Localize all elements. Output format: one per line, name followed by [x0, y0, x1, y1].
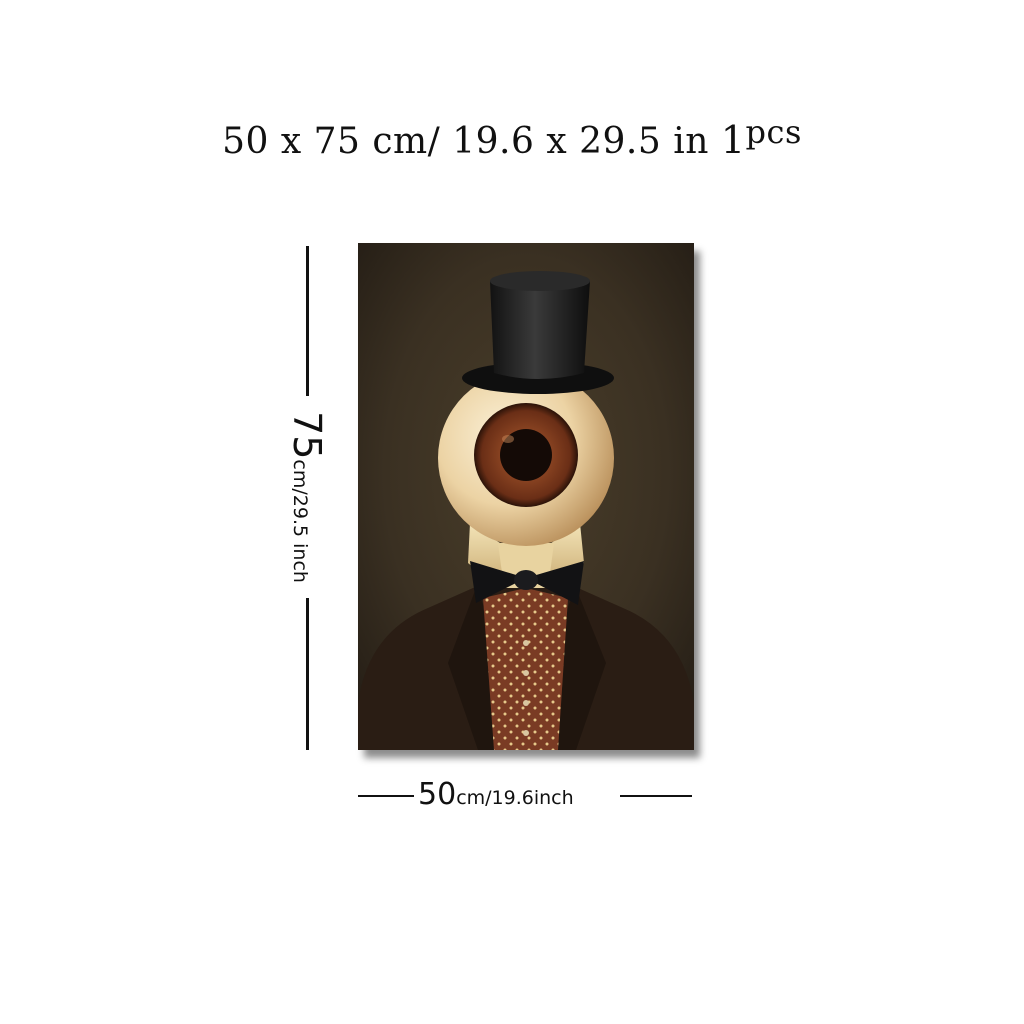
bow-tie-right — [526, 561, 584, 605]
dotted-vest — [483, 588, 568, 750]
eye-highlight — [502, 435, 514, 443]
hat-top — [490, 271, 590, 291]
canvas-print — [358, 243, 694, 750]
width-label: 50cm/19.6inch — [418, 780, 574, 810]
height-label: 75cm/29.5 inch — [285, 411, 329, 583]
eyeball-gentleman-painting — [358, 243, 694, 750]
width-line-left — [358, 795, 414, 797]
vest-button — [523, 700, 529, 706]
quantity-unit: pcs — [745, 113, 802, 151]
hat-crown — [490, 273, 590, 379]
quantity-number: 1 — [720, 118, 746, 162]
bow-tie-knot — [514, 570, 538, 590]
size-headline: 50 x 75 cm/ 19.6 x 29.5 in 1pcs — [0, 113, 1024, 162]
width-value: 50 — [418, 777, 457, 812]
height-unit-text: cm/29.5 inch — [289, 459, 311, 583]
width-line-right — [620, 795, 692, 797]
width-unit-text: cm/19.6inch — [456, 787, 574, 809]
bow-tie-left — [470, 561, 526, 603]
size-dimensions-text: 50 x 75 cm/ 19.6 x 29.5 in — [222, 121, 721, 162]
vest-button — [523, 670, 529, 676]
height-value: 75 — [285, 411, 329, 460]
vest-button — [523, 730, 529, 736]
pupil — [500, 429, 552, 481]
vest-button — [523, 640, 529, 646]
height-line-bottom — [306, 598, 309, 750]
height-line-top — [306, 246, 309, 396]
